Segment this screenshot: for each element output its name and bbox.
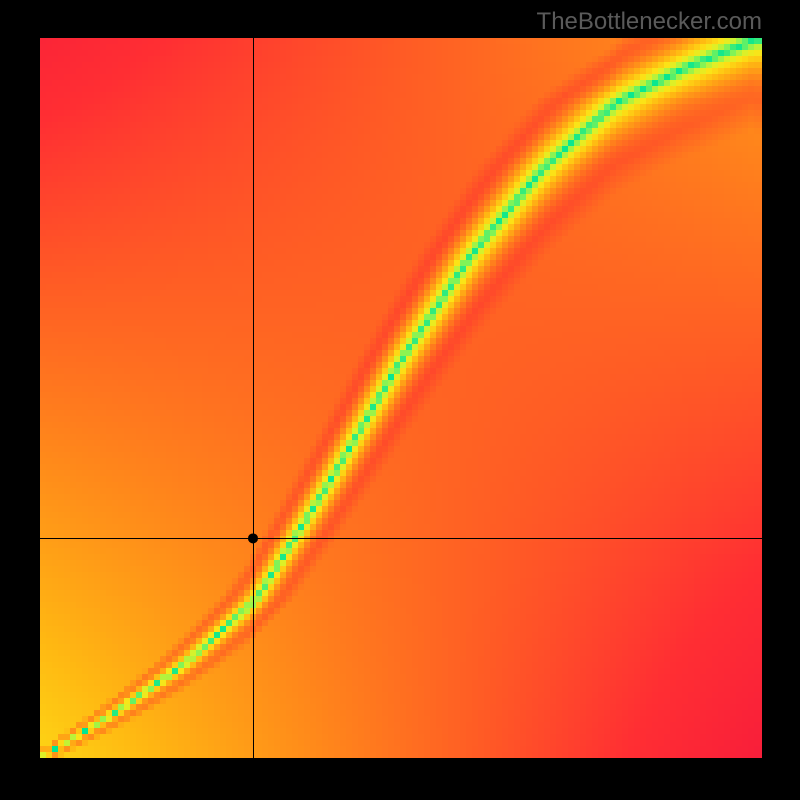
- chart-container: TheBottlenecker.com: [0, 0, 800, 800]
- watermark-text: TheBottlenecker.com: [537, 8, 762, 36]
- bottleneck-heatmap: [40, 38, 762, 758]
